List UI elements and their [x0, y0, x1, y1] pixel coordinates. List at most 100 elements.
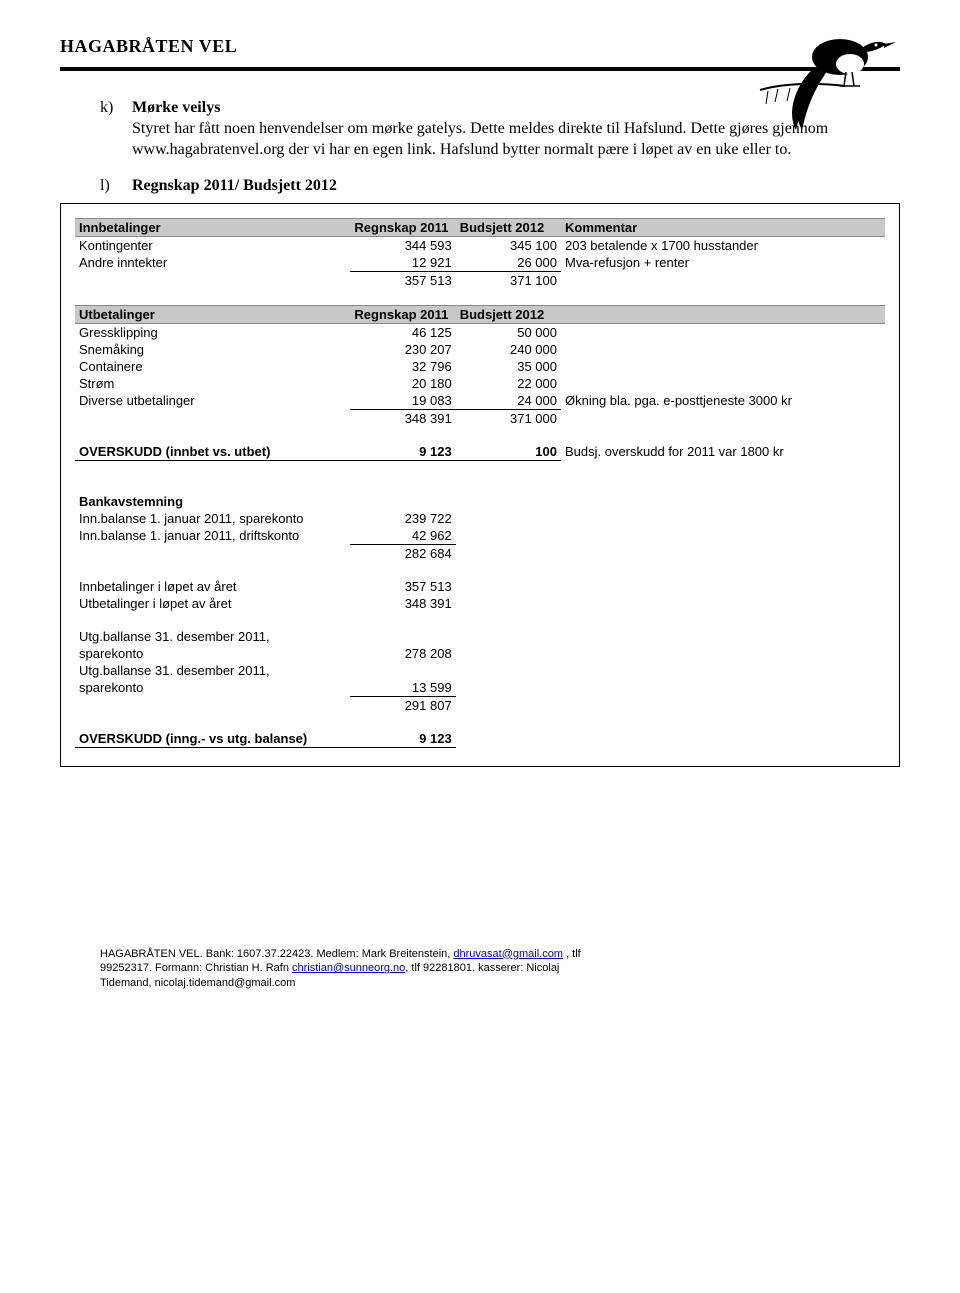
- footer-email-link[interactable]: christian@sunneorg.no: [292, 962, 405, 974]
- item-l-title: Regnskap 2011/ Budsjett 2012: [132, 177, 337, 195]
- overskudd-row: OVERSKUDD (inng.- vs utg. balanse) 9 123: [75, 730, 885, 748]
- row-value: 348 391: [350, 595, 455, 612]
- section-l: l) Regnskap 2011/ Budsjett 2012: [100, 177, 900, 195]
- footer-email-link[interactable]: dhruvasat@gmail.com: [453, 948, 563, 960]
- row-value: 50 000: [456, 323, 561, 341]
- table-row: Strøm 20 180 22 000: [75, 375, 885, 392]
- row-value: 22 000: [456, 375, 561, 392]
- row-value: 9 123: [350, 730, 455, 748]
- table-row: Inn.balanse 1. januar 2011, driftskonto …: [75, 527, 885, 545]
- row-value: 239 722: [350, 510, 455, 527]
- total-value: 291 807: [350, 696, 455, 714]
- row-label: OVERSKUDD (innbet vs. utbet): [75, 443, 350, 461]
- row-value: 230 207: [350, 341, 455, 358]
- row-comment: [561, 358, 885, 375]
- table-row: Utg.ballanse 31. desember 2011,: [75, 628, 885, 645]
- innbetalinger-table: Innbetalinger Regnskap 2011 Budsjett 201…: [75, 218, 885, 748]
- row-comment: Mva-refusjon + renter: [561, 254, 885, 272]
- row-comment: [561, 341, 885, 358]
- item-k-title: Mørke veilys: [132, 99, 220, 117]
- col-header: Budsjett 2012: [456, 218, 561, 236]
- item-l-marker: l): [100, 177, 120, 195]
- footer-text: HAGABRÅTEN VEL. Bank: 1607.37.22423. Med…: [100, 948, 453, 960]
- row-label: sparekonto: [75, 679, 350, 697]
- col-header: [561, 305, 885, 323]
- footer-text: 99252317. Formann: Christian H. Rafn: [100, 962, 292, 974]
- table-total-row: 291 807: [75, 696, 885, 714]
- row-label: Inn.balanse 1. januar 2011, driftskonto: [75, 527, 350, 545]
- col-header: Regnskap 2011: [350, 218, 455, 236]
- row-label: Inn.balanse 1. januar 2011, sparekonto: [75, 510, 350, 527]
- table-row: Andre inntekter 12 921 26 000 Mva-refusj…: [75, 254, 885, 272]
- row-comment: [561, 323, 885, 341]
- row-value: 24 000: [456, 392, 561, 410]
- row-value: 13 599: [350, 679, 455, 697]
- row-value: 345 100: [456, 236, 561, 254]
- row-comment: [561, 375, 885, 392]
- table-header-row: Utbetalinger Regnskap 2011 Budsjett 2012: [75, 305, 885, 323]
- bank-title-row: Bankavstemning: [75, 493, 885, 510]
- col-header: Regnskap 2011: [350, 305, 455, 323]
- row-value: 42 962: [350, 527, 455, 545]
- overskudd-row: OVERSKUDD (innbet vs. utbet) 9 123 100 B…: [75, 443, 885, 461]
- total-value: 282 684: [350, 544, 455, 562]
- table-row: Utbetalinger i løpet av året 348 391: [75, 595, 885, 612]
- col-header: Kommentar: [561, 218, 885, 236]
- col-header: Innbetalinger: [75, 218, 350, 236]
- row-value: 278 208: [350, 645, 455, 662]
- row-label: Gressklipping: [75, 323, 350, 341]
- bird-logo: [750, 12, 920, 132]
- row-value: 12 921: [350, 254, 455, 272]
- footer-text: , tlf: [563, 948, 581, 960]
- row-label: Andre inntekter: [75, 254, 350, 272]
- row-value: 20 180: [350, 375, 455, 392]
- row-value: 32 796: [350, 358, 455, 375]
- table-total-row: 357 513 371 100: [75, 271, 885, 289]
- table-row: Utg.ballanse 31. desember 2011,: [75, 662, 885, 679]
- total-value: 357 513: [350, 271, 455, 289]
- page: HAGABRÅTEN VEL k) Mørke veilys Styret ha: [0, 0, 960, 1011]
- row-label: Kontingenter: [75, 236, 350, 254]
- total-value: 371 000: [456, 409, 561, 427]
- row-value: 9 123: [350, 443, 455, 461]
- row-label: Strøm: [75, 375, 350, 392]
- row-value: 46 125: [350, 323, 455, 341]
- table-total-row: 282 684: [75, 544, 885, 562]
- row-value: 357 513: [350, 578, 455, 595]
- row-value: 100: [456, 443, 561, 461]
- table-row: Innbetalinger i løpet av året 357 513: [75, 578, 885, 595]
- bank-title: Bankavstemning: [75, 493, 350, 510]
- financial-box: Innbetalinger Regnskap 2011 Budsjett 201…: [60, 203, 900, 767]
- row-comment: Økning bla. pga. e-posttjeneste 3000 kr: [561, 392, 885, 410]
- table-row: sparekonto 13 599: [75, 679, 885, 697]
- row-label: Utg.ballanse 31. desember 2011,: [75, 662, 350, 679]
- total-value: 371 100: [456, 271, 561, 289]
- table-row: Gressklipping 46 125 50 000: [75, 323, 885, 341]
- row-label: Snemåking: [75, 341, 350, 358]
- row-label: Utg.ballanse 31. desember 2011,: [75, 628, 350, 645]
- row-value: 19 083: [350, 392, 455, 410]
- row-comment: Budsj. overskudd for 2011 var 1800 kr: [561, 443, 885, 461]
- item-k-marker: k): [100, 99, 120, 117]
- table-row: Inn.balanse 1. januar 2011, sparekonto 2…: [75, 510, 885, 527]
- table-row: Kontingenter 344 593 345 100 203 betalen…: [75, 236, 885, 254]
- row-label: Innbetalinger i løpet av året: [75, 578, 350, 595]
- total-value: 348 391: [350, 409, 455, 427]
- table-row: Diverse utbetalinger 19 083 24 000 Øknin…: [75, 392, 885, 410]
- row-value: 35 000: [456, 358, 561, 375]
- row-label: sparekonto: [75, 645, 350, 662]
- row-label: Containere: [75, 358, 350, 375]
- row-value: 344 593: [350, 236, 455, 254]
- table-row: sparekonto 278 208: [75, 645, 885, 662]
- row-label: OVERSKUDD (inng.- vs utg. balanse): [75, 730, 350, 748]
- org-name: HAGABRÅTEN VEL: [60, 36, 237, 57]
- col-header: Budsjett 2012: [456, 305, 561, 323]
- header: HAGABRÅTEN VEL: [60, 30, 900, 57]
- col-header: Utbetalinger: [75, 305, 350, 323]
- row-label: Diverse utbetalinger: [75, 392, 350, 410]
- footer-text: Tidemand, nicolaj.tidemand@gmail.com: [100, 977, 295, 989]
- footer: HAGABRÅTEN VEL. Bank: 1607.37.22423. Med…: [100, 947, 900, 992]
- table-row: Containere 32 796 35 000: [75, 358, 885, 375]
- row-label: Utbetalinger i løpet av året: [75, 595, 350, 612]
- table-total-row: 348 391 371 000: [75, 409, 885, 427]
